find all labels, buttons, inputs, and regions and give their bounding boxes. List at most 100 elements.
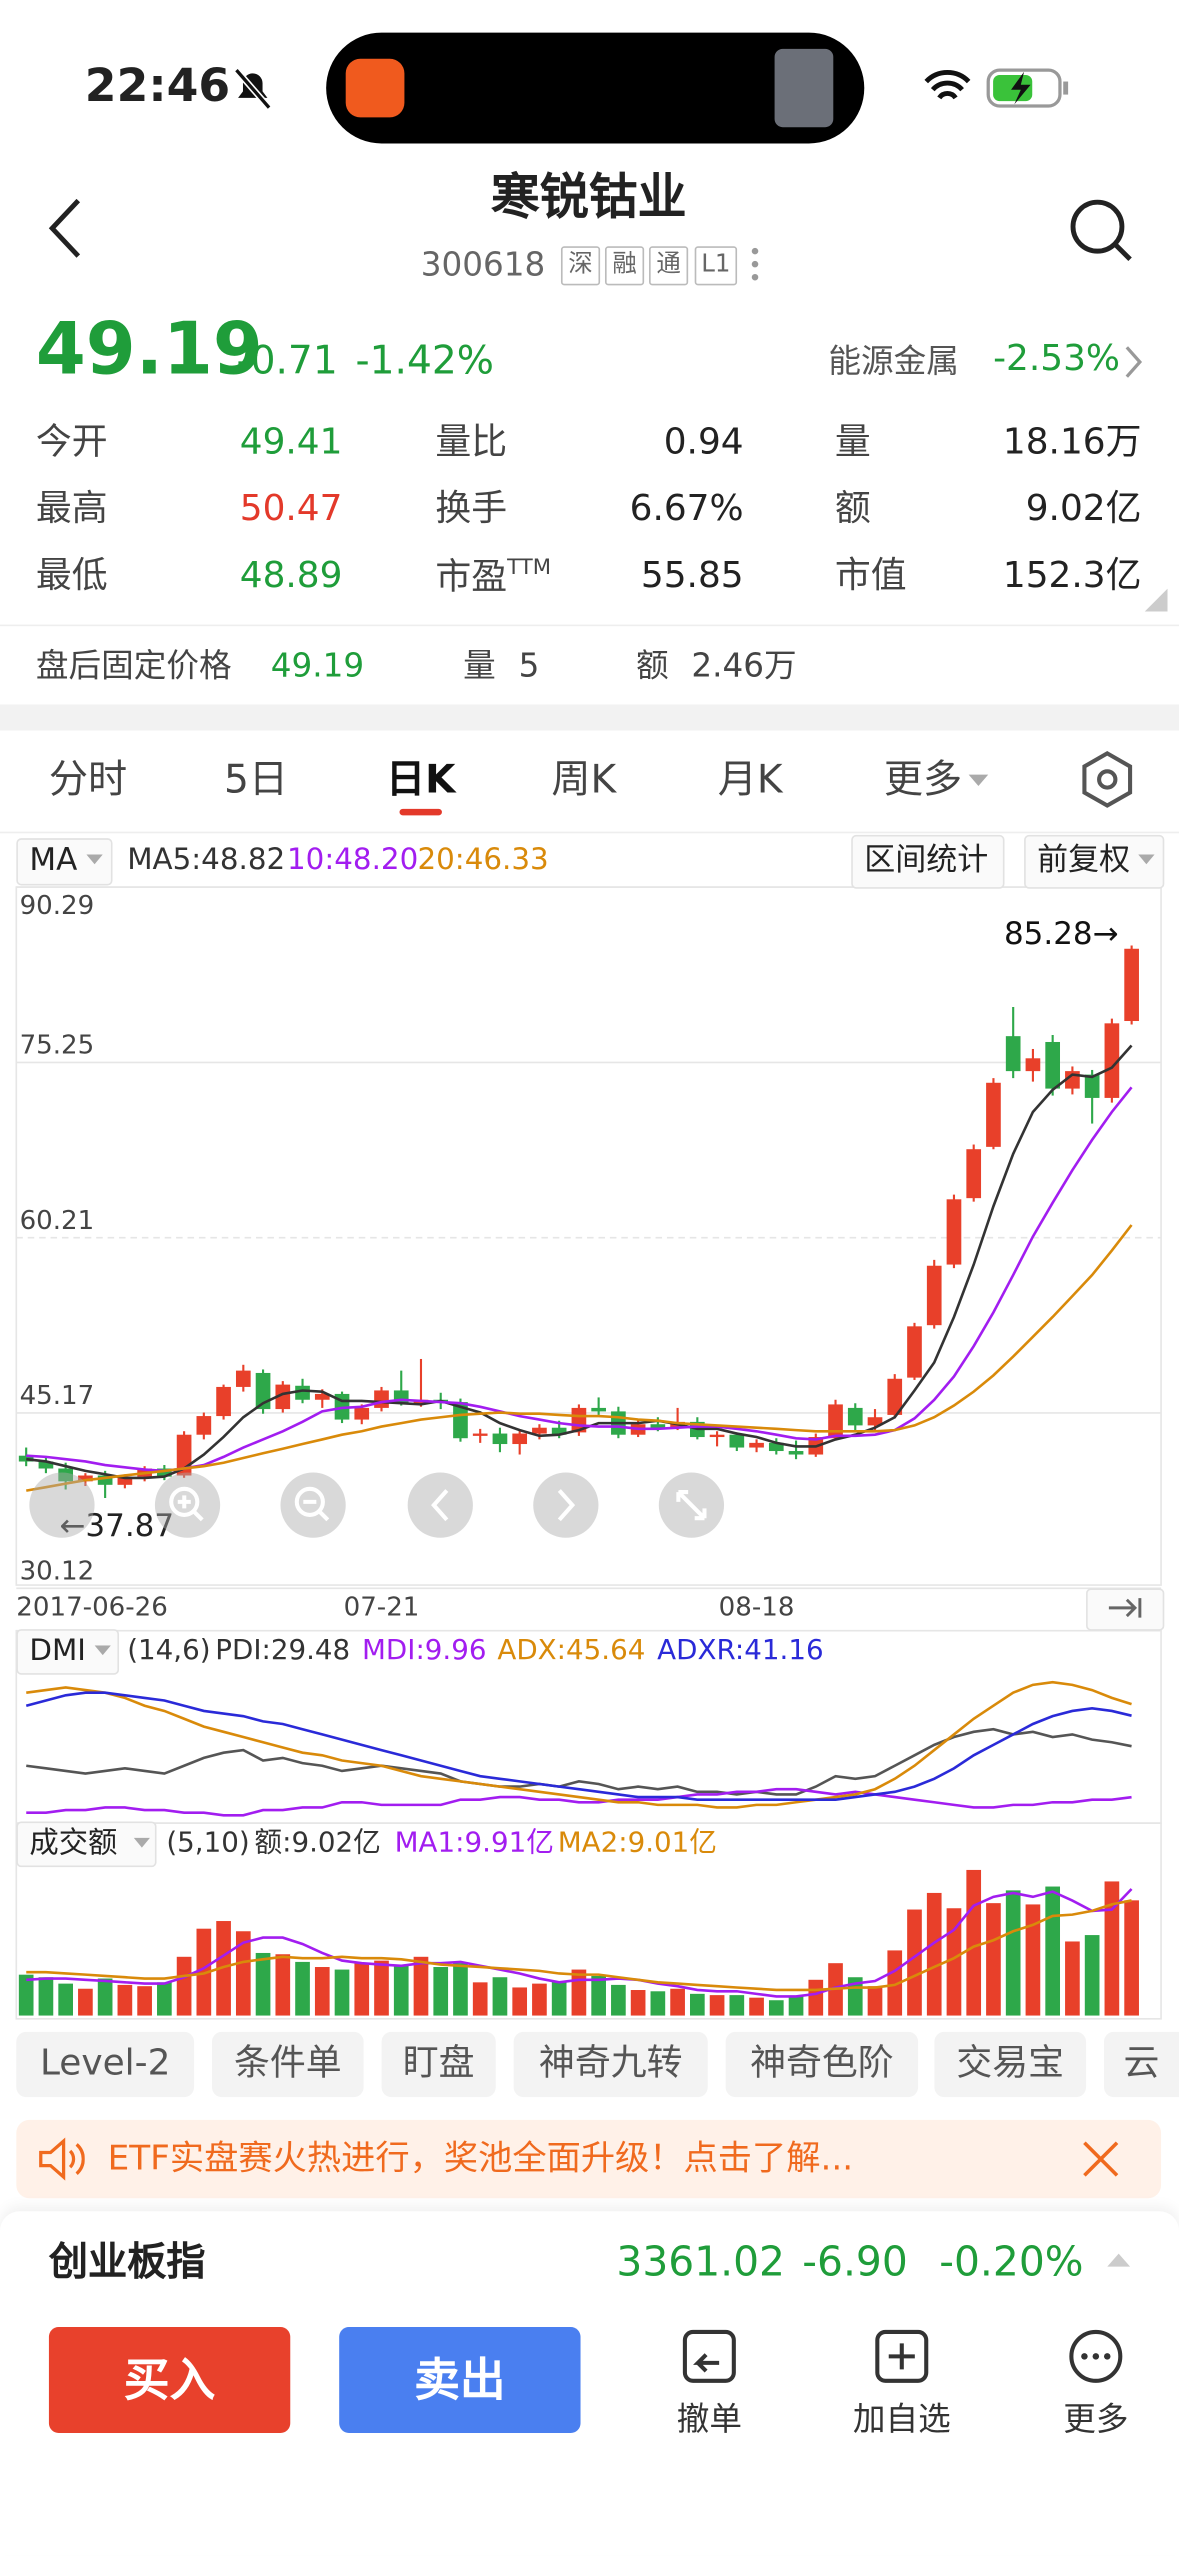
volume-bar <box>1124 1900 1139 2016</box>
indicator-name: 成交额 <box>29 1826 118 1861</box>
after-hours-price: 49.19 <box>270 645 365 685</box>
after-hours-amount: 2.46万 <box>691 645 797 685</box>
candle-body <box>907 1326 922 1378</box>
action-label[interactable]: 撤单 <box>676 2398 742 2438</box>
search-button[interactable] <box>1066 196 1134 264</box>
volume-bar <box>176 1956 192 2016</box>
sell-button[interactable] <box>339 2327 581 2434</box>
dropdown-caret <box>968 774 989 787</box>
sector-name[interactable]: 能源金属 <box>828 340 959 380</box>
tool-chip[interactable] <box>934 2031 1087 2098</box>
zoom-button[interactable] <box>29 1472 95 1538</box>
period-tab[interactable]: 更多 <box>883 756 963 803</box>
stat-value: 50.47 <box>239 489 343 530</box>
volume-bar <box>907 1909 922 2016</box>
candle-body <box>709 1434 725 1438</box>
chart-settings[interactable] <box>1078 748 1137 810</box>
index-change: -6.90 <box>802 2238 908 2286</box>
candle-body <box>591 1407 606 1412</box>
buy-button[interactable] <box>48 2327 291 2434</box>
volume-bar <box>1025 1904 1041 2016</box>
y-tick-label: 30.12 <box>20 1557 95 1587</box>
range-stats-button[interactable] <box>851 834 1005 889</box>
candle-body <box>532 1427 547 1434</box>
jump-latest[interactable] <box>1086 1588 1165 1631</box>
volume-bar <box>18 1974 34 2016</box>
index-name[interactable]: 创业板指 <box>48 2238 206 2285</box>
tool-chip[interactable] <box>16 2031 195 2098</box>
low-annotation: ←37.87 <box>59 1508 174 1544</box>
high-annotation: 85.28→ <box>1004 916 1119 952</box>
indicator-line <box>26 1086 1133 1473</box>
tool-chip[interactable] <box>1103 2031 1179 2098</box>
mute-icon <box>233 67 272 110</box>
candle-body <box>117 1476 133 1485</box>
tag: 深 <box>568 248 593 279</box>
indicator-name: MA <box>29 842 78 879</box>
candle-body <box>354 1407 370 1420</box>
candle-body <box>768 1442 784 1452</box>
stock-code: 300618 <box>420 244 546 284</box>
candle-body <box>275 1384 291 1410</box>
action-label[interactable]: 加自选 <box>852 2398 951 2438</box>
banner-close[interactable] <box>1081 2139 1120 2178</box>
promo-banner[interactable] <box>16 2119 1162 2199</box>
cancel-icon[interactable] <box>680 2327 739 2386</box>
period-tab[interactable]: 分时 <box>48 756 128 803</box>
candle-body <box>196 1416 212 1435</box>
candle-body <box>729 1434 745 1448</box>
candle-body <box>472 1433 488 1436</box>
stat-label: 最高 <box>35 489 108 530</box>
volume-bar <box>611 1984 626 2016</box>
banner-text[interactable]: ETF实盘赛火热进行，奖池全面升级！点击了解... <box>107 2138 854 2178</box>
tool-label: Level-2 <box>39 2043 171 2085</box>
period-tab[interactable]: 5日 <box>223 756 289 803</box>
stat-label: 最低 <box>35 556 108 597</box>
period-tab[interactable]: 月K <box>717 756 783 803</box>
volume-bar <box>1005 1890 1021 2016</box>
candle-body <box>1025 1058 1041 1072</box>
volume-bar <box>255 1952 271 2016</box>
zoom-in[interactable] <box>154 1472 221 1538</box>
zoom-out[interactable] <box>280 1472 346 1538</box>
more-dots[interactable] <box>747 245 763 287</box>
adjust-button[interactable] <box>1024 834 1165 889</box>
scroll-left[interactable] <box>407 1472 473 1538</box>
period-tab[interactable]: 周K <box>551 756 617 803</box>
indicator-select[interactable] <box>16 838 113 886</box>
volume-bar <box>571 1969 587 2016</box>
volume-bar <box>591 1975 606 2016</box>
indicator-line <box>26 1680 1132 1809</box>
candle-body <box>18 1455 34 1462</box>
indicator-select[interactable] <box>16 1821 157 1868</box>
indicator-line <box>26 1899 1132 1992</box>
tool-chip[interactable] <box>211 2031 364 2098</box>
candle-body <box>1104 1023 1120 1098</box>
volume-bar <box>1104 1881 1120 2016</box>
back-button[interactable] <box>42 196 91 261</box>
stock-name: 寒锐钴业 <box>490 169 687 227</box>
more-icon[interactable] <box>1066 2327 1125 2386</box>
volume-bar <box>867 1986 883 2016</box>
tool-chip[interactable] <box>381 2031 496 2098</box>
tool-chip[interactable] <box>725 2031 919 2098</box>
legend-amount: 额:9.02亿 <box>254 1827 381 1860</box>
legend-ma1: MA1:9.91亿 <box>394 1827 554 1860</box>
action-label[interactable]: 更多 <box>1063 2398 1129 2438</box>
tag-box <box>649 246 689 286</box>
sector-arrow[interactable] <box>1122 342 1145 381</box>
stat-value: 49.41 <box>239 422 343 464</box>
scroll-right[interactable] <box>533 1472 599 1538</box>
volume-bar <box>492 1977 508 2016</box>
tag: 通 <box>656 248 681 279</box>
expand-caret[interactable] <box>1107 2252 1131 2268</box>
candle-body <box>926 1265 942 1326</box>
tool-chip[interactable] <box>513 2031 708 2098</box>
period-tab[interactable]: 日K <box>385 756 456 803</box>
sell-label: 卖出 <box>414 2353 506 2407</box>
watchlist-icon[interactable] <box>872 2327 931 2386</box>
dropdown-caret <box>94 1645 111 1656</box>
tool-label: 神奇九转 <box>538 2043 683 2085</box>
